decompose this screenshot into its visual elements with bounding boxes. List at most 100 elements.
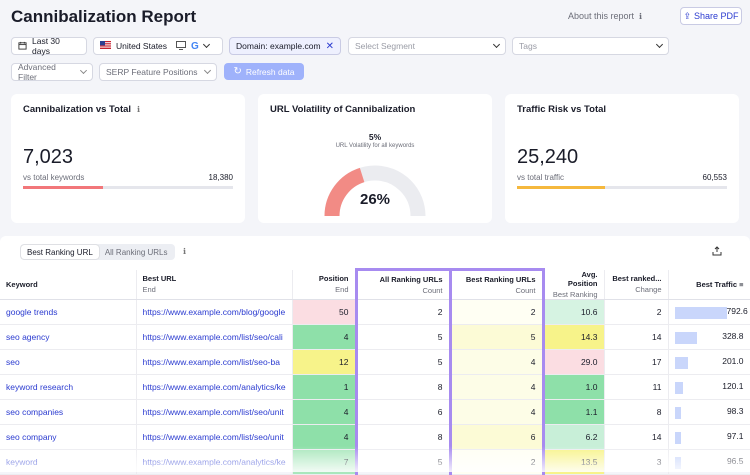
avg-position-cell: 1.1	[543, 399, 605, 425]
country-label[interactable]: United States	[116, 41, 168, 51]
close-icon[interactable]: ✕	[325, 40, 334, 52]
about-report-link[interactable]: About this report ℹ	[568, 11, 642, 21]
export-icon[interactable]	[712, 246, 722, 259]
change-cell: 8	[604, 399, 669, 425]
date-range-picker[interactable]: Last 30 days	[11, 36, 87, 56]
table-row[interactable]: google trends https://www.example.com/blo…	[0, 299, 750, 325]
share-label[interactable]: Share PDF	[694, 11, 739, 21]
gauge-fill	[324, 167, 365, 217]
keyword-link[interactable]: seo agency	[0, 324, 137, 350]
best-url-link[interactable]: https://www.example.com/analytics/ke	[136, 374, 293, 400]
share-pdf-button[interactable]: ⇪ Share PDF	[680, 7, 742, 25]
chevron-down-icon	[80, 66, 88, 75]
serp-feature-dropdown[interactable]: SERP Feature Positions	[99, 63, 217, 81]
best-url-link[interactable]: https://www.example.com/list/seo/unit	[136, 399, 293, 425]
tab-best-ranking-url[interactable]: Best Ranking URL	[21, 245, 99, 259]
best-url-link[interactable]: https://www.example.com/blog/google	[136, 299, 293, 325]
volatility-caption: URL Volatility for all keywords	[335, 143, 415, 149]
cannibalization-progress-bar	[23, 186, 233, 189]
col-best-ranking-urls[interactable]: Best Ranking URLs Count	[448, 268, 545, 300]
table-tabs: Best Ranking URL All Ranking URLs	[20, 244, 175, 260]
keyword-link[interactable]: seo	[0, 349, 137, 375]
card-total: 60,553	[702, 173, 727, 182]
traffic-cell: 97.1	[668, 424, 750, 450]
keyword-link[interactable]: google trends	[0, 299, 137, 325]
table-row[interactable]: seo companies https://www.example.com/lis…	[0, 399, 750, 425]
col-all-ranking-urls[interactable]: All Ranking URLs Count	[354, 268, 452, 300]
col-avg-position[interactable]: Avg. Position Best Ranking	[543, 269, 605, 300]
traffic-cell: 201.0	[668, 349, 750, 375]
col-best-url[interactable]: Best URL End	[136, 269, 293, 300]
all-ranking-urls-cell: 6	[354, 399, 452, 425]
tags-placeholder: Tags	[519, 41, 537, 51]
refresh-label[interactable]: Refresh data	[245, 66, 295, 77]
progress-fill	[517, 186, 605, 189]
col-position[interactable]: Position End	[292, 269, 357, 300]
info-icon[interactable]: ℹ	[137, 105, 141, 114]
table-row[interactable]: keyword research https://www.example.com/…	[0, 374, 750, 400]
change-cell: 17	[604, 349, 669, 375]
advanced-filter-dropdown[interactable]: Advanced Filter	[11, 62, 93, 82]
avg-position-cell: 14.3	[543, 324, 605, 350]
position-cell: 4	[292, 324, 357, 350]
card-subtitle: vs total traffic	[517, 173, 564, 182]
report-header: Cannibalization Report About this report…	[0, 0, 750, 92]
change-cell: 14	[604, 324, 669, 350]
position-cell: 4	[292, 424, 357, 450]
all-ranking-urls-cell: 8	[354, 424, 452, 450]
traffic-bar	[674, 306, 727, 319]
about-label[interactable]: About this report	[568, 11, 635, 21]
advanced-filter-label[interactable]: Advanced Filter	[18, 62, 56, 82]
table-row[interactable]: seo agency https://www.example.com/list/s…	[0, 324, 750, 350]
country-device-selector[interactable]: United States G	[93, 37, 223, 55]
segment-select[interactable]: Select Segment	[348, 37, 506, 55]
best-url-link[interactable]: https://www.example.com/list/seo-ba	[136, 349, 293, 375]
traffic-value: 97.1	[726, 430, 744, 441]
traffic-cell: 98.3	[668, 399, 750, 425]
col-best-traffic[interactable]: Best Traffic ≡	[668, 269, 750, 300]
tab-all-ranking-urls[interactable]: All Ranking URLs	[104, 248, 168, 257]
traffic-bar	[674, 406, 681, 419]
avg-position-cell: 10.6	[543, 299, 605, 325]
scroll-fade	[0, 446, 750, 472]
tags-select[interactable]: Tags	[512, 37, 669, 55]
card-total: 18,380	[208, 173, 233, 182]
info-icon[interactable]: ℹ	[639, 12, 643, 21]
position-cell: 50	[292, 299, 357, 325]
domain-filter-chip[interactable]: Domain: example.com ✕	[229, 37, 341, 55]
traffic-value: 201.0	[722, 355, 744, 366]
serp-feature-label[interactable]: SERP Feature Positions	[106, 67, 198, 77]
keyword-link[interactable]: seo companies	[0, 399, 137, 425]
avg-position-cell: 1.0	[543, 374, 605, 400]
sort-icon[interactable]: ≡	[739, 279, 744, 289]
all-ranking-urls-cell: 5	[354, 324, 452, 350]
best-url-link[interactable]: https://www.example.com/list/seo/cali	[136, 324, 293, 350]
best-ranking-urls-cell: 4	[448, 399, 545, 425]
cannibalization-table-panel: Best Ranking URL All Ranking URLs ℹ Keyw…	[0, 236, 750, 475]
col-keyword[interactable]: Keyword	[0, 269, 137, 300]
all-ranking-urls-cell: 2	[354, 299, 452, 325]
traffic-bar	[674, 381, 683, 394]
info-icon[interactable]: ℹ	[183, 247, 187, 256]
cannibalization-card: Cannibalization vs Total ℹ 7,023 vs total…	[11, 94, 245, 223]
chevron-down-icon	[655, 40, 664, 49]
desktop-icon	[176, 40, 187, 52]
card-value: 7,023	[23, 146, 74, 168]
card-subtitle: vs total keywords	[23, 173, 85, 182]
table-header-row: Keyword Best URL End Position End All Rank…	[0, 268, 750, 300]
change-cell: 11	[604, 374, 669, 400]
page-title: Cannibalization Report	[11, 7, 197, 26]
keyword-link[interactable]: keyword research	[0, 374, 137, 400]
chevron-down-icon	[492, 40, 501, 49]
col-best-ranked-change[interactable]: Best ranked... Change	[604, 269, 669, 300]
traffic-cell: 328.8	[668, 324, 750, 350]
table-row[interactable]: seo https://www.example.com/list/seo-ba 12…	[0, 349, 750, 375]
refresh-data-button[interactable]: ↻ Refresh data	[224, 63, 304, 80]
avg-position-cell: 29.0	[543, 349, 605, 375]
traffic-bar	[674, 431, 681, 444]
progress-fill	[23, 186, 104, 189]
card-title: Cannibalization vs Total ℹ	[23, 104, 141, 115]
date-range-label[interactable]: Last 30 days	[32, 36, 60, 56]
card-value: 25,240	[517, 146, 579, 168]
traffic-value: 792.6	[726, 305, 748, 316]
